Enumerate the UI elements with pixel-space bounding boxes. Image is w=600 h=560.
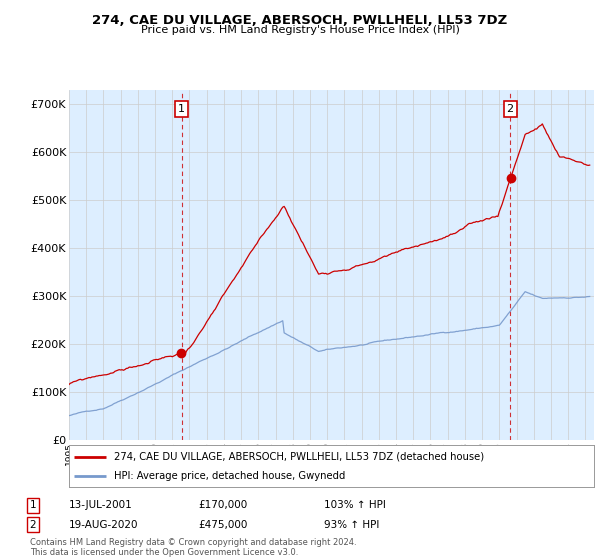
Text: 2: 2 (29, 520, 37, 530)
Text: 2: 2 (506, 104, 514, 114)
Text: 1: 1 (178, 104, 185, 114)
Text: 274, CAE DU VILLAGE, ABERSOCH, PWLLHELI, LL53 7DZ: 274, CAE DU VILLAGE, ABERSOCH, PWLLHELI,… (92, 14, 508, 27)
Text: 13-JUL-2001: 13-JUL-2001 (69, 500, 133, 510)
Text: 274, CAE DU VILLAGE, ABERSOCH, PWLLHELI, LL53 7DZ (detached house): 274, CAE DU VILLAGE, ABERSOCH, PWLLHELI,… (113, 451, 484, 461)
Text: £170,000: £170,000 (198, 500, 247, 510)
Text: 19-AUG-2020: 19-AUG-2020 (69, 520, 139, 530)
Text: 93% ↑ HPI: 93% ↑ HPI (324, 520, 379, 530)
Text: Price paid vs. HM Land Registry's House Price Index (HPI): Price paid vs. HM Land Registry's House … (140, 25, 460, 35)
Text: 103% ↑ HPI: 103% ↑ HPI (324, 500, 386, 510)
Text: HPI: Average price, detached house, Gwynedd: HPI: Average price, detached house, Gwyn… (113, 471, 345, 481)
Text: Contains HM Land Registry data © Crown copyright and database right 2024.
This d: Contains HM Land Registry data © Crown c… (30, 538, 356, 557)
Text: £475,000: £475,000 (198, 520, 247, 530)
Text: 1: 1 (29, 500, 37, 510)
